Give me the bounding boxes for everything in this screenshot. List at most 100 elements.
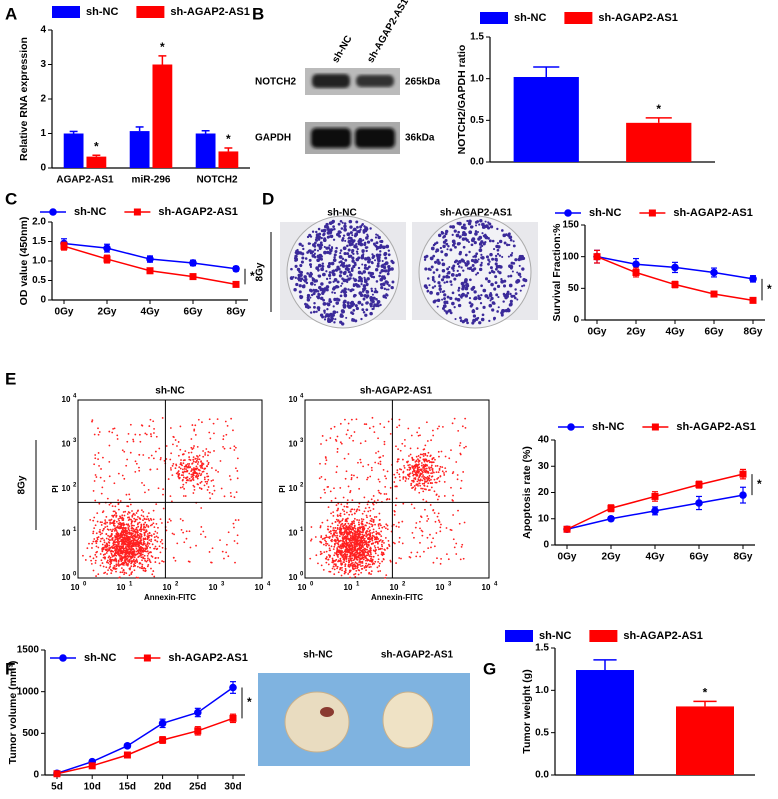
- event: [201, 421, 203, 424]
- event: [118, 519, 121, 522]
- event: [143, 523, 145, 526]
- event: [158, 447, 161, 450]
- significance: *: [656, 102, 661, 116]
- colony: [304, 277, 308, 282]
- event: [153, 432, 155, 434]
- event: [432, 561, 435, 564]
- event: [450, 449, 452, 451]
- event: [196, 458, 199, 460]
- colony: [343, 222, 347, 225]
- colony: [374, 259, 377, 262]
- colony: [361, 263, 364, 266]
- event: [369, 509, 372, 512]
- event: [338, 522, 341, 524]
- event: [431, 461, 434, 464]
- event: [106, 497, 109, 500]
- event: [322, 568, 325, 571]
- event: [112, 510, 115, 513]
- colony: [458, 242, 461, 245]
- event: [369, 540, 371, 543]
- event: [348, 561, 350, 564]
- event: [104, 521, 107, 523]
- event: [342, 546, 345, 549]
- event: [370, 555, 373, 558]
- event: [105, 515, 108, 518]
- colony: [348, 240, 351, 243]
- colony: [353, 234, 357, 238]
- y-tick-base: 10: [289, 395, 298, 404]
- event: [198, 487, 201, 489]
- event: [121, 540, 123, 543]
- marker: [651, 507, 659, 515]
- event: [189, 466, 192, 468]
- event: [200, 487, 203, 490]
- colony: [323, 245, 326, 249]
- colony: [339, 313, 343, 317]
- colony: [375, 241, 379, 245]
- event: [378, 540, 381, 542]
- colony: [332, 225, 335, 228]
- event: [187, 465, 190, 467]
- colony: [385, 244, 390, 249]
- event: [149, 468, 152, 471]
- event: [365, 566, 368, 569]
- event: [373, 500, 376, 503]
- event: [419, 472, 422, 475]
- colony: [518, 254, 522, 259]
- event: [382, 558, 385, 560]
- event: [344, 522, 347, 525]
- event: [130, 529, 133, 532]
- event: [339, 422, 342, 425]
- colony: [384, 280, 389, 284]
- colony: [332, 238, 336, 241]
- colony: [482, 234, 485, 238]
- event: [232, 429, 234, 432]
- event: [351, 535, 354, 537]
- event: [452, 514, 455, 516]
- colony: [328, 298, 332, 301]
- event: [196, 459, 198, 462]
- colony: [488, 271, 492, 275]
- event: [412, 470, 414, 473]
- colony: [502, 284, 507, 288]
- colony: [458, 236, 461, 239]
- colony: [515, 280, 519, 284]
- event: [340, 503, 343, 506]
- event: [144, 570, 147, 573]
- event: [414, 477, 417, 479]
- event: [120, 524, 123, 527]
- event: [183, 470, 186, 473]
- event: [375, 530, 378, 533]
- colony: [369, 274, 373, 277]
- event: [142, 527, 145, 529]
- band: [355, 128, 395, 148]
- legend-swatch: [52, 6, 80, 18]
- x-tick-label: 2Gy: [98, 307, 117, 318]
- event: [323, 488, 326, 491]
- event: [407, 477, 410, 480]
- colony: [366, 246, 369, 249]
- event: [383, 493, 386, 495]
- event: [353, 534, 356, 537]
- event: [225, 543, 228, 546]
- colony: [336, 285, 340, 289]
- event: [134, 514, 136, 516]
- colony: [502, 233, 507, 238]
- event: [100, 492, 103, 495]
- x-tick-exp: 3: [448, 582, 452, 588]
- colony: [320, 257, 324, 261]
- event: [441, 466, 444, 469]
- event: [134, 541, 136, 544]
- event: [377, 462, 380, 465]
- event: [215, 469, 217, 472]
- colony: [374, 236, 378, 239]
- flow-ylabel: PI: [51, 485, 60, 493]
- event: [126, 557, 129, 560]
- event: [387, 420, 390, 423]
- event: [200, 466, 202, 469]
- event: [365, 514, 368, 517]
- bar: [676, 706, 734, 775]
- event: [345, 557, 348, 560]
- event: [359, 442, 362, 445]
- significance: *: [767, 282, 772, 296]
